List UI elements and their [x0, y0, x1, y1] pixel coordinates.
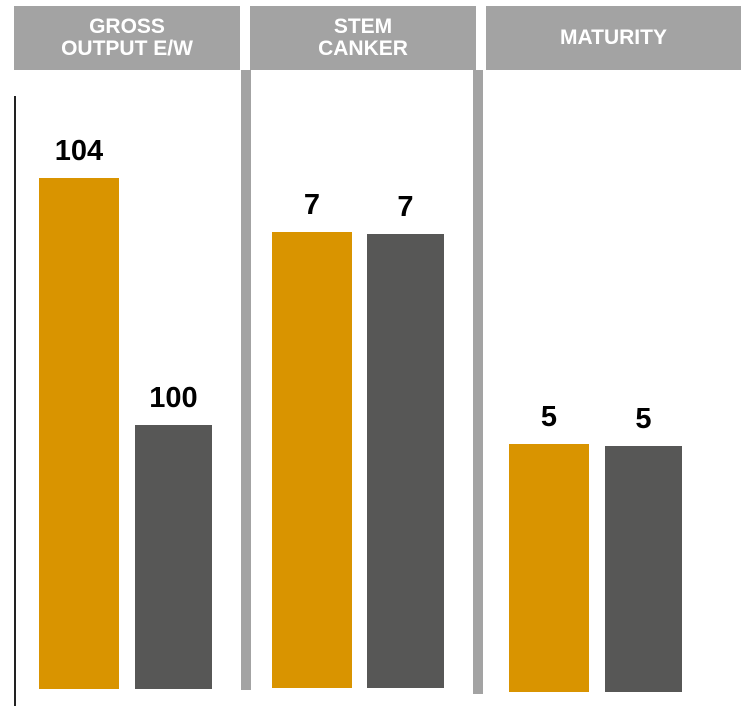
panel-header-maturity: MATURITY [486, 6, 741, 70]
header-line: MATURITY [560, 26, 667, 49]
data-label: 100 [149, 381, 198, 414]
header-line: OUTPUT E/W [61, 37, 193, 60]
data-label: 7 [303, 189, 321, 221]
header-line: STEM [333, 15, 393, 38]
panel-divider [473, 70, 483, 694]
data-label: 7 [397, 191, 414, 223]
data-label: 5 [635, 403, 652, 435]
data-label: 5 [540, 401, 558, 433]
data-label: 104 [54, 135, 104, 167]
panel-header-gross-output: GROSS OUTPUT E/W [14, 6, 240, 70]
bar-maturity-2 [605, 446, 682, 692]
header-line: GROSS [89, 15, 165, 38]
bar-gross-output-1 [39, 178, 119, 689]
header-line: CANKER [318, 37, 408, 60]
panel-divider [241, 70, 251, 690]
panel-header-stem-canker: STEM CANKER [250, 6, 476, 70]
bar-stem-canker-1 [272, 232, 352, 688]
y-axis-line [14, 96, 16, 706]
bar-gross-output-2 [135, 424, 212, 689]
bar-maturity-1 [509, 444, 589, 692]
bar-stem-canker-2 [367, 234, 444, 688]
